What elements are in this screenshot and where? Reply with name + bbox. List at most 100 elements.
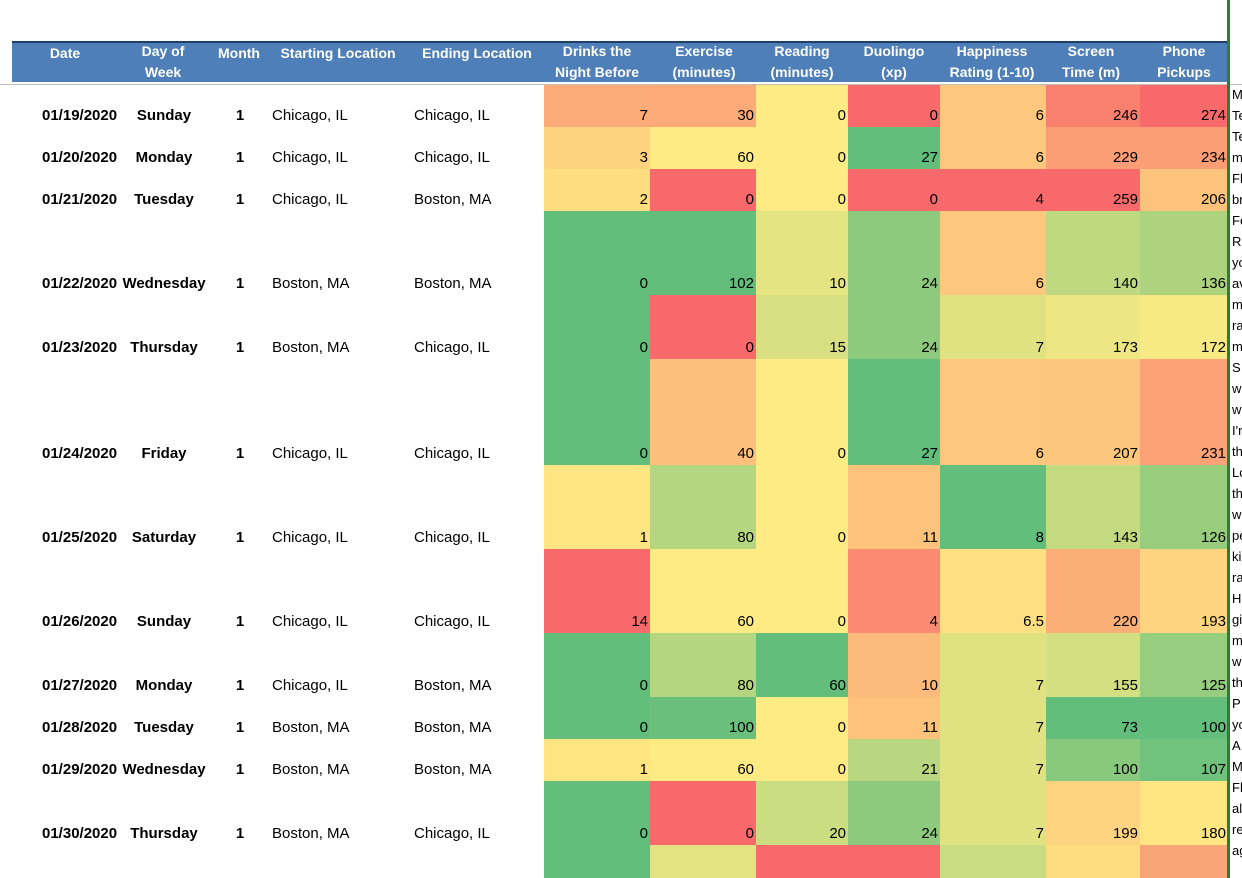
cell-duolingo[interactable]: 27 — [848, 359, 940, 465]
cell-happiness[interactable] — [940, 845, 1046, 878]
cell-date[interactable]: 01/19/2020 — [42, 107, 118, 124]
cell-reading[interactable]: 0 — [756, 739, 848, 781]
cell-duolingo[interactable]: 4 — [848, 549, 940, 633]
cell-day[interactable]: Wednesday — [122, 275, 206, 292]
cell-end[interactable]: Chicago, IL — [414, 107, 490, 124]
cell-day[interactable]: Monday — [135, 149, 193, 166]
cell-duolingo[interactable]: 0 — [848, 169, 940, 211]
cell-month[interactable]: 1 — [235, 761, 245, 778]
cell-happiness[interactable]: 6 — [940, 211, 1046, 295]
cell-screen[interactable]: 143 — [1046, 465, 1140, 549]
cell-exercise[interactable]: 102 — [650, 211, 756, 295]
cell-happiness[interactable]: 7 — [940, 697, 1046, 739]
cell-duolingo[interactable]: 24 — [848, 211, 940, 295]
cell-happiness[interactable]: 8 — [940, 465, 1046, 549]
cell-drinks[interactable]: 14 — [544, 549, 650, 633]
cell-duolingo[interactable]: 27 — [848, 127, 940, 169]
cell-pickups[interactable]: 231 — [1140, 359, 1227, 465]
cell-screen[interactable]: 207 — [1046, 359, 1140, 465]
cell-day[interactable]: Thursday — [130, 825, 198, 842]
cell-date[interactable]: 01/24/2020 — [42, 445, 118, 462]
cell-screen[interactable]: 259 — [1046, 169, 1140, 211]
cell-drinks[interactable]: 0 — [544, 295, 650, 359]
cell-drinks[interactable]: 1 — [544, 465, 650, 549]
cell-happiness[interactable]: 7 — [940, 781, 1046, 845]
cell-duolingo[interactable]: 11 — [848, 697, 940, 739]
cell-exercise[interactable]: 80 — [650, 465, 756, 549]
cell-start[interactable]: Chicago, IL — [272, 529, 348, 546]
cell-happiness[interactable]: 7 — [940, 739, 1046, 781]
cell-end[interactable]: Chicago, IL — [414, 445, 490, 462]
cell-drinks[interactable]: 0 — [544, 211, 650, 295]
cell-reading[interactable]: 60 — [756, 633, 848, 697]
cell-drinks[interactable]: 0 — [544, 633, 650, 697]
cell-day[interactable]: Sunday — [136, 613, 192, 630]
cell-duolingo[interactable]: 24 — [848, 781, 940, 845]
cell-month[interactable]: 1 — [235, 339, 245, 356]
cell-drinks[interactable]: 0 — [544, 781, 650, 845]
cell-reading[interactable]: 0 — [756, 549, 848, 633]
cell-end[interactable]: Chicago, IL — [414, 613, 490, 630]
cell-screen[interactable]: 220 — [1046, 549, 1140, 633]
cell-start[interactable]: Boston, MA — [272, 275, 350, 292]
cell-date[interactable]: 01/30/2020 — [42, 825, 118, 842]
cell-start[interactable]: Chicago, IL — [272, 149, 348, 166]
cell-date[interactable]: 01/26/2020 — [42, 613, 118, 630]
cell-exercise[interactable]: 30 — [650, 85, 756, 127]
cell-screen[interactable]: 73 — [1046, 697, 1140, 739]
cell-reading[interactable]: 15 — [756, 295, 848, 359]
cell-exercise[interactable]: 0 — [650, 169, 756, 211]
cell-reading[interactable]: 0 — [756, 359, 848, 465]
cell-screen[interactable]: 140 — [1046, 211, 1140, 295]
cell-reading[interactable]: 0 — [756, 85, 848, 127]
header-month[interactable]: Month — [218, 45, 260, 61]
cell-end[interactable]: Boston, MA — [414, 719, 492, 736]
cell-day[interactable]: Tuesday — [134, 719, 194, 736]
cell-duolingo[interactable]: 0 — [848, 85, 940, 127]
cell-reading[interactable]: 0 — [756, 697, 848, 739]
cell-happiness[interactable]: 6.5 — [940, 549, 1046, 633]
cell-month[interactable]: 1 — [235, 719, 245, 736]
cell-month[interactable]: 1 — [235, 191, 245, 208]
cell-exercise[interactable]: 0 — [650, 295, 756, 359]
cell-month[interactable]: 1 — [235, 445, 245, 462]
cell-end[interactable]: Chicago, IL — [414, 149, 490, 166]
cell-date[interactable]: 01/28/2020 — [42, 719, 118, 736]
cell-duolingo[interactable]: 21 — [848, 739, 940, 781]
cell-pickups[interactable]: 193 — [1140, 549, 1227, 633]
cell-pickups[interactable]: 107 — [1140, 739, 1227, 781]
cell-day[interactable]: Wednesday — [122, 761, 206, 778]
cell-day[interactable]: Tuesday — [134, 191, 194, 208]
cell-drinks[interactable]: 0 — [544, 697, 650, 739]
cell-happiness[interactable]: 6 — [940, 127, 1046, 169]
cell-pickups[interactable]: 180 — [1140, 781, 1227, 845]
cell-drinks[interactable]: 1 — [544, 739, 650, 781]
cell-month[interactable]: 1 — [235, 677, 245, 694]
cell-start[interactable]: Chicago, IL — [272, 445, 348, 462]
cell-reading[interactable]: 0 — [756, 169, 848, 211]
cell-screen[interactable]: 229 — [1046, 127, 1140, 169]
cell-exercise[interactable]: 60 — [650, 549, 756, 633]
cell-month[interactable]: 1 — [235, 825, 245, 842]
cell-start[interactable]: Chicago, IL — [272, 677, 348, 694]
cell-duolingo[interactable] — [848, 845, 940, 878]
cell-day[interactable]: Friday — [141, 445, 187, 462]
cell-reading[interactable]: 10 — [756, 211, 848, 295]
cell-end[interactable]: Chicago, IL — [414, 529, 490, 546]
cell-date[interactable]: 01/22/2020 — [42, 275, 118, 292]
header-day-of-week[interactable]: Day of Week — [141, 43, 185, 80]
cell-drinks[interactable] — [544, 845, 650, 878]
cell-month[interactable]: 1 — [235, 613, 245, 630]
cell-end[interactable]: Boston, MA — [414, 275, 492, 292]
cell-date[interactable]: 01/27/2020 — [42, 677, 118, 694]
cell-date[interactable]: 01/23/2020 — [42, 339, 118, 356]
cell-pickups[interactable]: 100 — [1140, 697, 1227, 739]
header-drinks[interactable]: Drinks the Night Before — [555, 43, 639, 80]
cell-exercise[interactable]: 100 — [650, 697, 756, 739]
cell-month[interactable]: 1 — [235, 149, 245, 166]
cell-month[interactable]: 1 — [235, 107, 245, 124]
cell-drinks[interactable]: 0 — [544, 359, 650, 465]
header-reading[interactable]: Reading (minutes) — [770, 43, 834, 80]
cell-exercise[interactable]: 0 — [650, 781, 756, 845]
cell-day[interactable]: Sunday — [136, 107, 192, 124]
